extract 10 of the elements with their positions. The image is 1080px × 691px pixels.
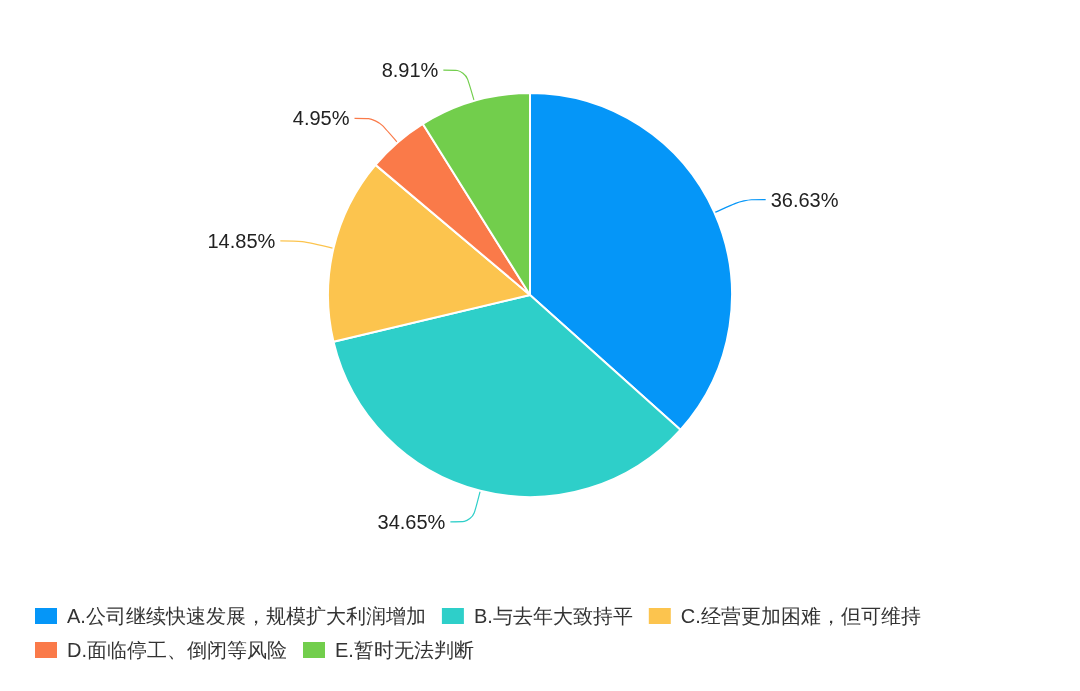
data-label: 14.85% (207, 229, 276, 252)
legend-label: C.经营更加困难，但可维持 (680, 605, 921, 627)
legend-label: E.暂时无法判断 (335, 639, 474, 661)
data-label: 34.65% (377, 510, 446, 533)
legend-label: A.公司继续快速发展，规模扩大利润增加 (67, 605, 426, 627)
data-label: 8.91% (381, 59, 439, 82)
data-label: 36.63% (770, 188, 839, 211)
legend-label: B.与去年大致持平 (473, 605, 633, 627)
legend-label: D.面临停工、倒闭等风险 (67, 639, 287, 661)
data-label: 4.95% (292, 107, 350, 130)
